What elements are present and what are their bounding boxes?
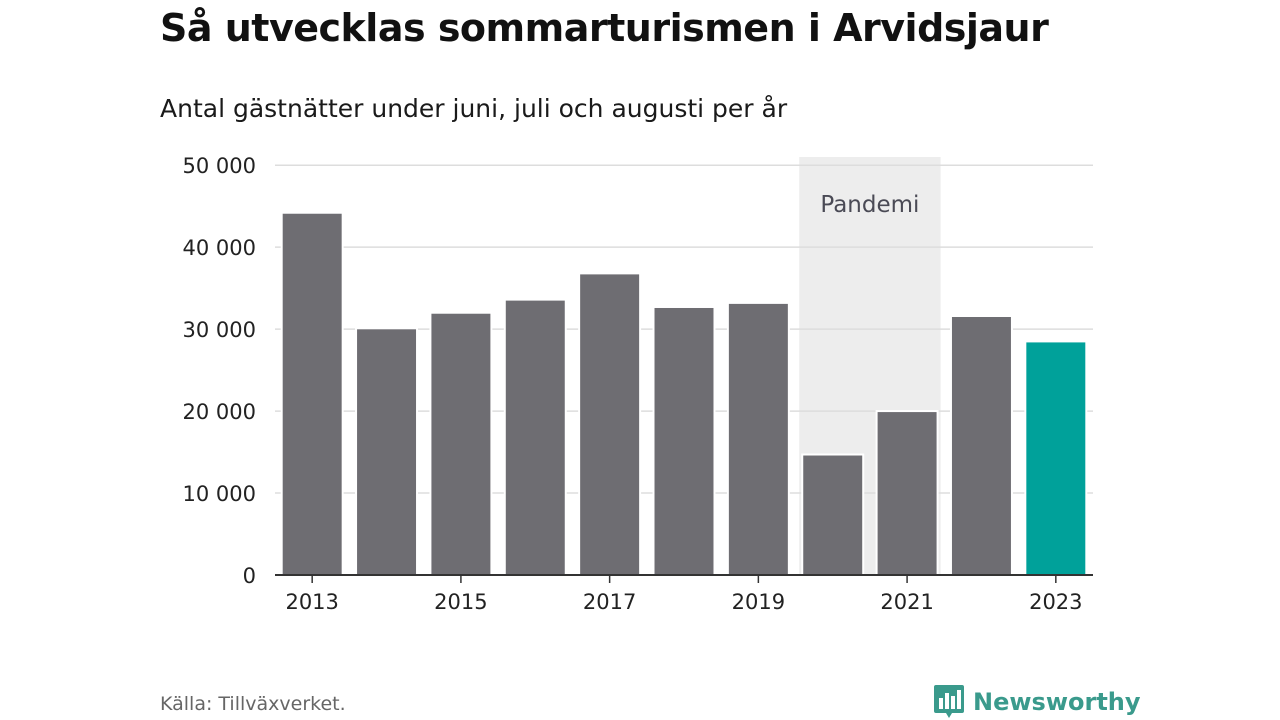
bar-2013 (280, 211, 344, 576)
bar-2016 (503, 298, 567, 576)
bar-2017 (578, 272, 642, 576)
bar-2021 (875, 410, 939, 576)
pandemic-label: Pandemi (820, 192, 919, 218)
bar-2020 (801, 453, 865, 576)
chart-title: Så utvecklas sommarturismen i Arvidsjaur (160, 6, 1049, 50)
bar-2023 (1024, 340, 1088, 577)
brand-logo[interactable]: Newsworthy (933, 684, 1141, 720)
bar-2019 (726, 301, 790, 576)
axes-layer (275, 574, 1093, 583)
y-tick-label: 0 (243, 564, 256, 588)
bar-chart-speech-bubble-icon (934, 685, 964, 718)
bar-chart: Pandemi 0 10 000 20 000 30 000 40 000 50 000 20… (183, 154, 1093, 614)
y-tick-label: 40 000 (183, 236, 256, 260)
labels-layer: Pandemi 0 10 000 20 000 30 000 40 000 50 000 20… (183, 154, 1083, 614)
x-tick-label: 2021 (880, 590, 933, 614)
bar-2018 (652, 305, 716, 576)
x-tick-label: 2023 (1029, 590, 1082, 614)
y-tick-label: 50 000 (183, 154, 256, 178)
x-tick-label: 2019 (732, 590, 785, 614)
bar-2015 (429, 311, 493, 576)
x-tick-label: 2017 (583, 590, 636, 614)
bars-layer (280, 211, 1088, 577)
x-tick-label: 2015 (434, 590, 487, 614)
source-note: Källa: Tillväxverket. (160, 693, 346, 715)
x-tick-label: 2013 (285, 590, 338, 614)
chart-subtitle: Antal gästnätter under juni, juli och au… (160, 94, 788, 123)
y-tick-label: 20 000 (183, 400, 256, 424)
y-tick-label: 30 000 (183, 318, 256, 342)
bar-2014 (355, 327, 419, 576)
y-tick-label: 10 000 (183, 482, 256, 506)
brand-name: Newsworthy (973, 688, 1141, 716)
bar-2022 (949, 315, 1013, 576)
